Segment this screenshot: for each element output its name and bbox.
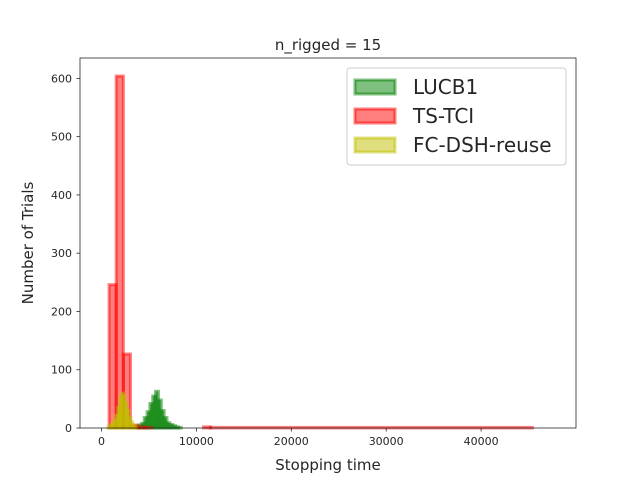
y-tick-label: 200 — [51, 305, 72, 318]
y-tick-label: 400 — [51, 189, 72, 202]
legend-box — [346, 67, 567, 166]
legend-swatch — [353, 78, 397, 96]
plot-frame — [79, 57, 577, 429]
x-tick-label: 40000 — [464, 435, 499, 448]
y-tick-label: 500 — [51, 131, 72, 144]
y-tick-label: 600 — [51, 72, 72, 85]
x-tick-label: 20000 — [274, 435, 309, 448]
legend-label: TS-TCI — [412, 104, 474, 128]
y-tick-label: 0 — [65, 422, 72, 435]
legend: LUCB1 TS-TCI FC-DSH-reuse — [346, 67, 567, 166]
legend-swatch — [353, 136, 397, 154]
x-axis-label: Stopping time — [275, 456, 380, 474]
legend-swatch — [353, 107, 397, 125]
legend-label: LUCB1 — [413, 75, 478, 99]
y-axis-label: Number of Trials — [19, 181, 37, 304]
legend-label: FC-DSH-reuse — [413, 133, 552, 157]
y-tick-label: 100 — [51, 364, 72, 377]
x-tick-label: 0 — [98, 435, 105, 448]
chart-title: n_rigged = 15 — [275, 36, 381, 55]
y-tick-label: 300 — [51, 247, 72, 260]
x-tick-label: 30000 — [369, 435, 404, 448]
x-tick-label: 10000 — [179, 435, 214, 448]
axes: 0 10000 20000 30000 40000 0 100 200 300 400 500 600 — [51, 57, 577, 448]
